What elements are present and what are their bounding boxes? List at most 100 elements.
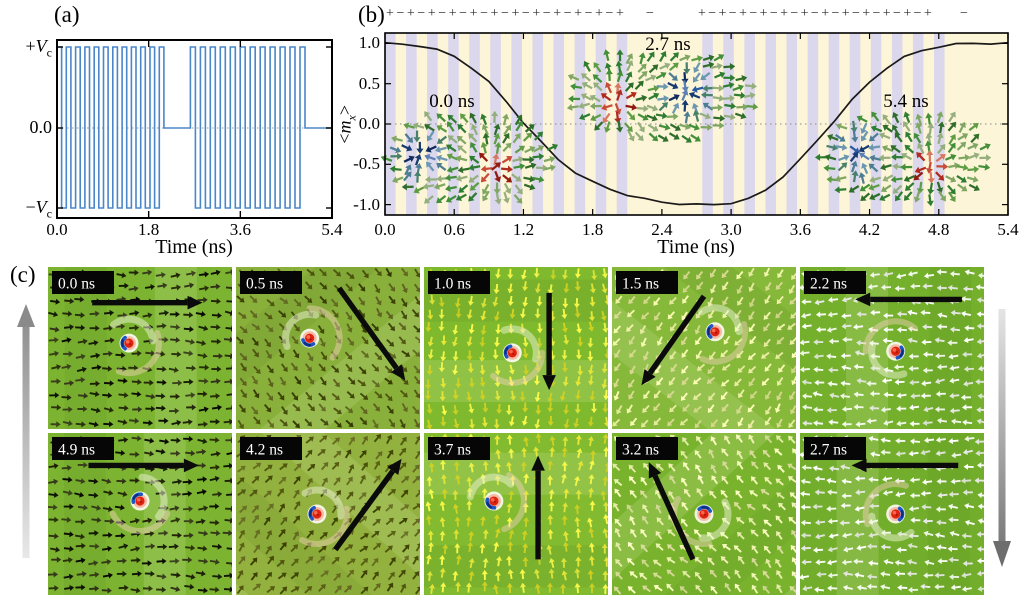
snapshot-tile-4-9-ns: 4.9 ns — [48, 433, 232, 595]
panel-b-xaxis-title: Time (ns) — [657, 236, 735, 258]
sign-char: − — [480, 6, 488, 21]
snapshot-canvas: 4.9 ns — [48, 433, 232, 595]
v-subscript: c — [46, 45, 52, 60]
sign-char: − — [563, 6, 572, 21]
sign-char: + — [448, 6, 457, 21]
sign-char: − — [521, 6, 530, 21]
sign-char: − — [396, 6, 405, 21]
cycle-arrow-down-icon — [993, 309, 1011, 567]
sign-char: + — [759, 6, 768, 21]
direction-arrow — [531, 455, 545, 560]
sign-char: + — [595, 6, 603, 21]
time-label-box — [52, 437, 114, 460]
time-label-box — [428, 271, 490, 294]
sign-char: + — [511, 6, 520, 21]
voltage-waveform — [57, 46, 332, 209]
panel-b-xtick-label: 0.6 — [443, 220, 465, 239]
snapshot-tile-1-5-ns: 1.5 ns — [612, 267, 796, 429]
panel-b-frame — [384, 32, 1009, 216]
inset-label-0ns: 0.0 ns — [429, 91, 475, 112]
time-label-box — [616, 437, 678, 460]
panel-a-ytick-plus-vc: +Vc — [2, 37, 52, 59]
panel-b-ytick-label: -0.5 — [353, 154, 380, 174]
sign-char: + — [739, 6, 747, 21]
sign-char: − — [417, 6, 426, 21]
snapshot-tile-3-2-ns: 3.2 ns — [612, 433, 796, 595]
snapshot-canvas: 3.2 ns — [612, 433, 796, 595]
panel-a-xaxis-title: Time (ns) — [155, 236, 233, 258]
sign-char: − — [872, 6, 881, 21]
sign-char: − — [769, 6, 778, 21]
panel-b-xtick-label: 3.6 — [789, 220, 811, 239]
sign-char: − — [810, 6, 819, 21]
skyrmion — [130, 491, 150, 511]
skyrmion — [307, 504, 327, 524]
wavefront-bands — [612, 433, 796, 595]
direction-arrow — [333, 458, 402, 552]
sign-char: − — [913, 6, 922, 21]
sign-char: − — [605, 6, 614, 21]
sign-char: − — [728, 6, 737, 21]
mx-curve — [384, 41, 1009, 206]
panel-b-xtick-label: 1.8 — [582, 220, 604, 239]
time-label: 1.0 ns — [434, 276, 471, 293]
sign-char: − — [851, 6, 860, 21]
direction-arrow — [855, 292, 962, 307]
sign-char: − — [831, 6, 840, 21]
sign-char: − — [708, 6, 717, 21]
wavefront-bands — [612, 267, 796, 429]
pulse-sign-group: + − + − + − + − + − + − + − + − + − + − + − + — [386, 7, 624, 21]
skyrmion — [502, 343, 522, 363]
v-letter: V — [35, 197, 47, 217]
time-label: 3.7 ns — [434, 442, 471, 459]
panel-b-ytick-label: 0.5 — [358, 73, 380, 93]
snapshot-canvas: 1.0 ns — [424, 267, 608, 429]
snapshot-tile-2-7-ns: 2.7 ns — [800, 433, 984, 595]
sign-char: − — [438, 6, 447, 21]
direction-arrow — [851, 458, 959, 473]
wavefront-bands — [236, 433, 420, 595]
sign-char: − — [584, 6, 593, 21]
panel-b-xtick-label: 2.4 — [651, 220, 673, 239]
v-subscript: c — [46, 206, 52, 221]
sign-char: − — [749, 6, 758, 21]
panel-a-frame — [56, 39, 333, 219]
sign-char: − — [542, 6, 551, 21]
time-label: 1.5 ns — [622, 276, 659, 293]
minus-sign: − — [25, 197, 36, 217]
spin-texture-inset — [566, 49, 759, 143]
snapshot-tile-1-0-ns: 1.0 ns — [424, 267, 608, 429]
sign-char: + — [532, 6, 541, 21]
direction-arrow — [641, 294, 707, 386]
panel-c-label: (c) — [10, 262, 36, 287]
direction-arrow — [88, 458, 199, 473]
snapshot-tile-0-0-ns: 0.0 ns — [48, 267, 232, 429]
sign-char: + — [882, 6, 891, 21]
direction-arrow — [336, 286, 406, 381]
time-label-box — [804, 271, 866, 294]
pulse-sign-isolated: − — [646, 6, 654, 21]
snapshot-tile-2-2-ns: 2.2 ns — [800, 267, 984, 429]
plus-sign: + — [25, 36, 36, 56]
sign-char: − — [459, 6, 468, 21]
time-label-box — [240, 437, 302, 460]
sign-char: + — [427, 6, 436, 21]
time-label: 3.2 ns — [622, 442, 659, 459]
time-label-box — [240, 271, 302, 294]
sign-char: + — [406, 6, 415, 21]
panel-b-xtick-label: 3.0 — [720, 220, 742, 239]
sign-char: + — [821, 6, 830, 21]
direction-arrow — [648, 462, 696, 561]
skyrmion — [119, 333, 139, 353]
sign-char: + — [574, 6, 583, 21]
arrow-field — [612, 267, 796, 429]
snapshot-canvas: 2.2 ns — [800, 267, 984, 429]
panel-a-xtick-label: 0.0 — [46, 220, 68, 239]
time-label-box — [428, 437, 490, 460]
sign-char: + — [553, 6, 562, 21]
sign-char: + — [698, 6, 706, 21]
panel-a-label: (a) — [54, 2, 80, 27]
sign-char: − — [893, 6, 901, 21]
sign-char: + — [386, 6, 394, 21]
